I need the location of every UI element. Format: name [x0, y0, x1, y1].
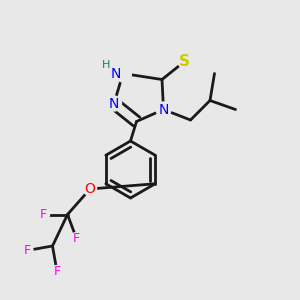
Circle shape	[70, 232, 83, 244]
Circle shape	[83, 182, 97, 196]
Text: S: S	[179, 54, 190, 69]
Text: N: N	[158, 103, 169, 116]
Text: O: O	[85, 182, 95, 196]
Circle shape	[21, 244, 33, 256]
Circle shape	[106, 96, 122, 111]
Circle shape	[51, 266, 63, 278]
Text: N: N	[110, 67, 121, 80]
Circle shape	[115, 65, 131, 82]
Text: F: F	[40, 208, 47, 221]
Circle shape	[38, 208, 50, 220]
Text: F: F	[73, 232, 80, 245]
Text: N: N	[109, 97, 119, 110]
Text: F: F	[23, 244, 31, 257]
Circle shape	[156, 102, 171, 117]
Text: H: H	[102, 60, 111, 70]
Text: F: F	[53, 265, 61, 278]
Circle shape	[178, 55, 191, 68]
